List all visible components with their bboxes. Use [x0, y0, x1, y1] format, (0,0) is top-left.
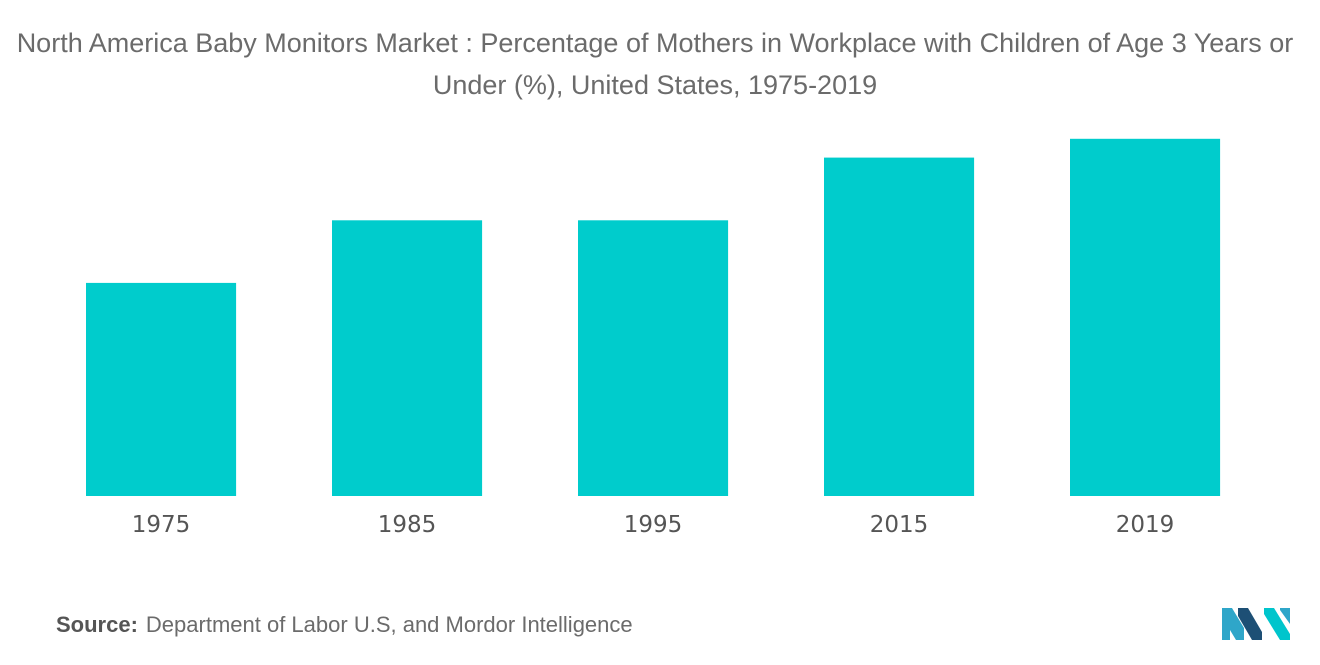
x-tick-label-1975: 1975	[132, 512, 191, 538]
chart-title: North America Baby Monitors Market : Per…	[16, 28, 1294, 100]
x-tick-label-1995: 1995	[624, 512, 683, 538]
logo-right-post	[1280, 608, 1290, 624]
source-text: Department of Labor U.S, and Mordor Inte…	[145, 612, 633, 637]
x-axis-labels: 1975 1985 1995 2015 2019	[132, 512, 1175, 538]
bar-2019	[1070, 138, 1221, 497]
x-tick-label-2019: 2019	[1116, 512, 1175, 538]
logo-right-shape	[1264, 608, 1290, 640]
bars-group	[86, 138, 1221, 497]
bar-2015	[824, 157, 975, 496]
x-tick-label-1985: 1985	[378, 512, 437, 538]
bar-chart: 1975 1985 1995 2015 2019	[86, 138, 1221, 538]
bar-1985	[332, 220, 483, 497]
bar-1995	[578, 220, 729, 497]
bar-1975	[86, 282, 237, 496]
x-tick-label-2015: 2015	[870, 512, 929, 538]
logo-middle-shape	[1238, 608, 1262, 640]
logo-left-shape	[1222, 608, 1244, 640]
source-note: Source: Department of Labor U.S, and Mord…	[56, 612, 633, 638]
source-label: Source:	[56, 612, 138, 637]
mordor-intelligence-logo-icon	[1222, 608, 1290, 640]
